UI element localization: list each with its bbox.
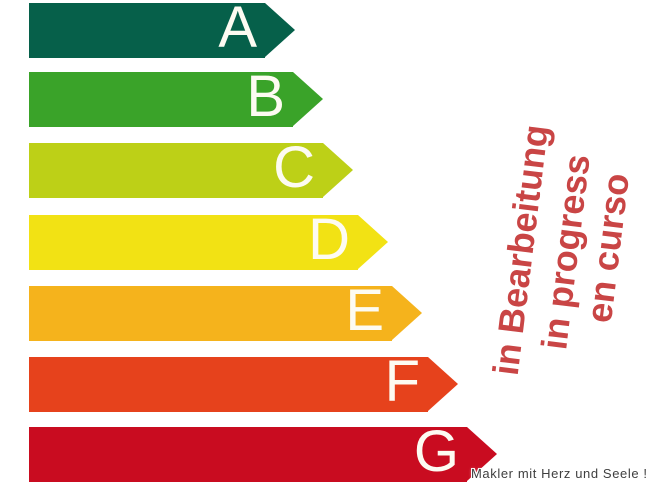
energy-arrow: A xyxy=(29,0,295,60)
energy-arrow: B xyxy=(29,64,323,129)
arrow-head-icon xyxy=(358,215,388,269)
arrow-head-icon xyxy=(428,357,458,411)
energy-arrow: G xyxy=(29,419,497,484)
arrow-shaft: C xyxy=(29,135,323,200)
arrow-shaft: G xyxy=(29,419,467,484)
watermark-text: Makler mit Herz und Seele ! xyxy=(471,466,648,481)
energy-class-letter: D xyxy=(308,207,350,272)
energy-class-letter: B xyxy=(246,64,285,129)
arrow-shaft: A xyxy=(29,0,265,60)
energy-class-letter: C xyxy=(273,135,315,200)
arrow-head-icon xyxy=(392,286,422,340)
arrow-shaft: E xyxy=(29,278,392,343)
energy-class-letter: G xyxy=(413,419,459,484)
arrow-head-icon xyxy=(467,427,497,481)
energy-class-letter: E xyxy=(345,278,384,343)
energy-arrow: D xyxy=(29,207,388,272)
energy-arrow: F xyxy=(29,349,458,414)
energy-class-letter: F xyxy=(384,349,420,414)
arrow-head-icon xyxy=(323,143,353,197)
arrow-head-icon xyxy=(293,72,323,126)
arrow-shaft: B xyxy=(29,64,293,129)
arrow-shaft: D xyxy=(29,207,358,272)
arrow-shaft: F xyxy=(29,349,428,414)
energy-arrow: E xyxy=(29,278,422,343)
arrow-head-icon xyxy=(265,3,295,57)
energy-class-letter: A xyxy=(218,0,257,60)
energy-arrow: C xyxy=(29,135,353,200)
